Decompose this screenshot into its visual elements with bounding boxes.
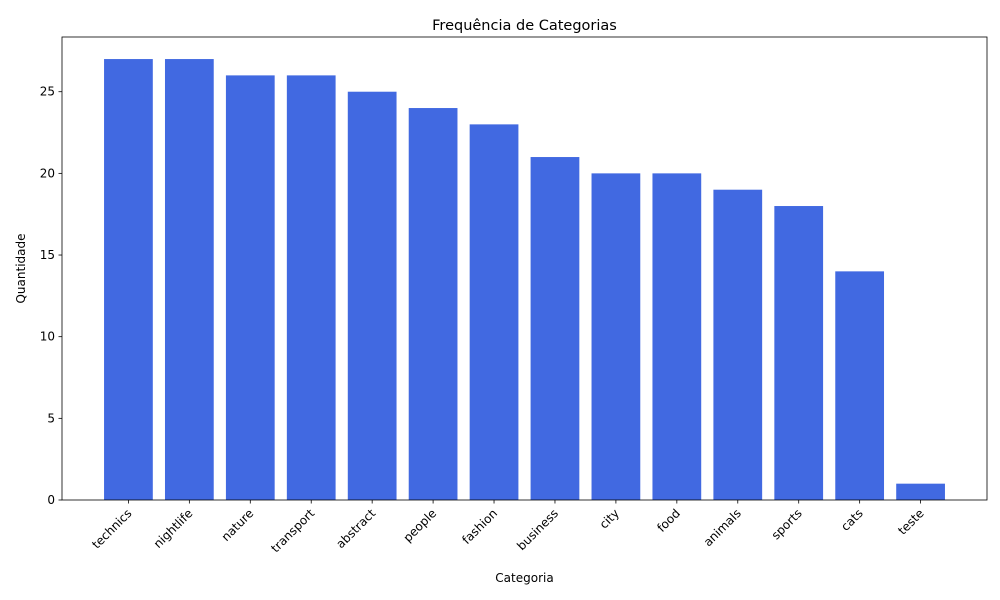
bar-business	[530, 157, 580, 501]
y-tick-label: 25	[40, 85, 55, 99]
bar-nature	[225, 75, 275, 500]
bar-technics	[104, 59, 153, 501]
bars-group	[104, 59, 945, 501]
bar-people	[408, 108, 458, 500]
plot-area-frame	[61, 36, 988, 501]
chart-title: Frequência de Categorias	[432, 18, 617, 34]
y-tick-label: 10	[40, 330, 55, 344]
y-axis-label: Quantidade	[14, 233, 28, 303]
x-axis-label: Categoria	[495, 571, 553, 585]
bar-sports	[774, 206, 824, 500]
bar-animals	[713, 189, 763, 500]
bar-city	[591, 173, 641, 500]
y-tick-label: 5	[47, 411, 55, 425]
y-tick-label: 0	[47, 493, 55, 507]
bar-teste	[896, 483, 945, 500]
y-axis-ticks: 0 5 10 15 20 25	[40, 85, 62, 507]
y-tick-label: 20	[40, 166, 55, 180]
bar-food	[652, 173, 702, 500]
y-tick-label: 15	[40, 248, 55, 262]
bar-nightlife	[164, 59, 214, 501]
bar-transport	[286, 75, 336, 500]
bar-fashion	[469, 124, 519, 501]
bar-cats	[835, 271, 885, 500]
bar-abstract	[347, 91, 397, 501]
